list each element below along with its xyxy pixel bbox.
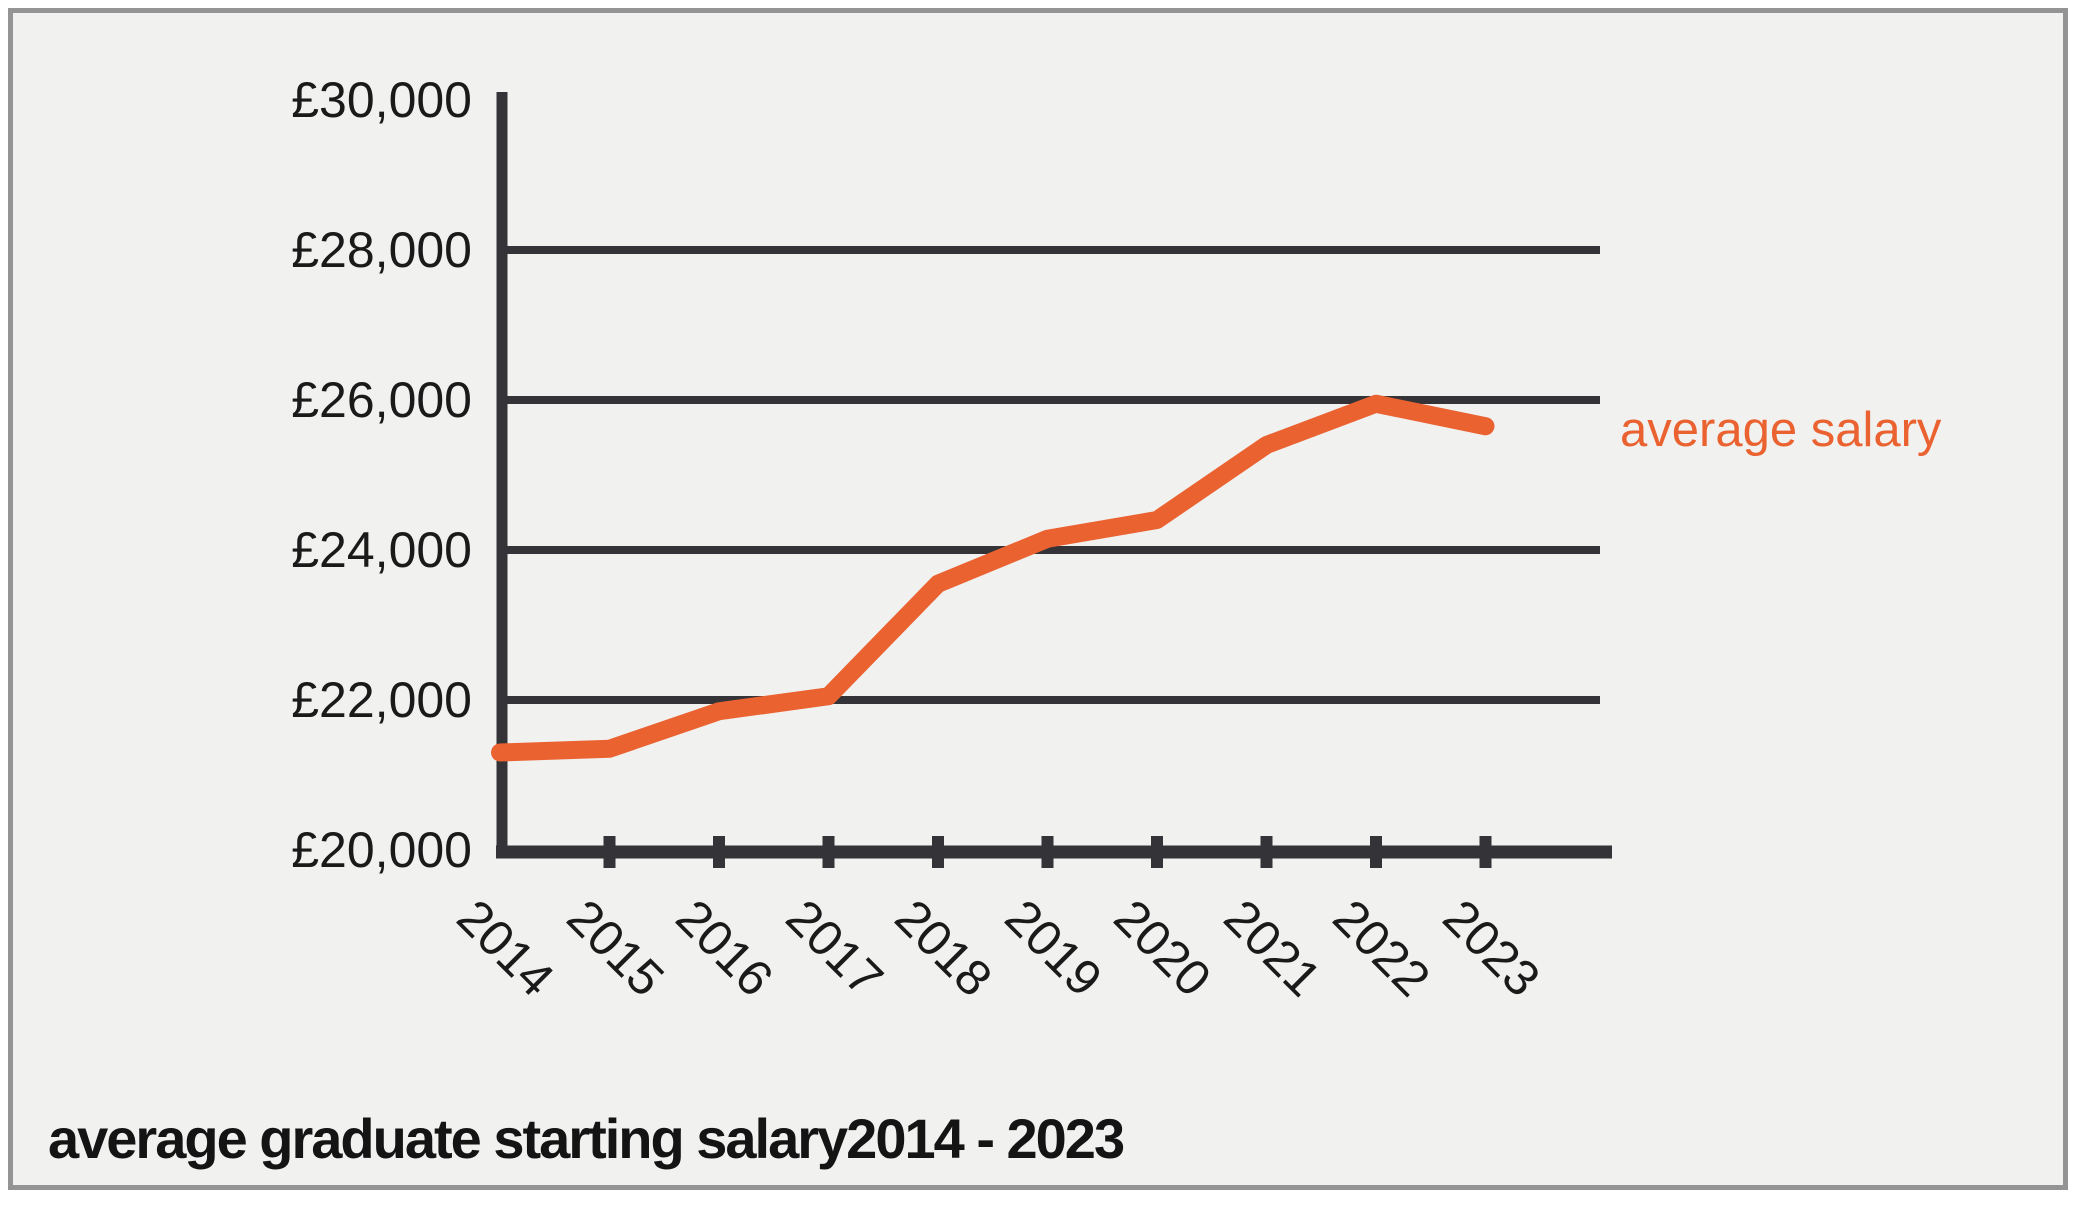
legend-label: average salary bbox=[1620, 403, 1942, 457]
y-tick-label: £28,000 bbox=[291, 222, 472, 278]
chart-frame bbox=[8, 8, 2068, 1190]
average-salary-line bbox=[491, 394, 1495, 762]
y-tick-label: £30,000 bbox=[291, 72, 472, 128]
y-tick-label: £20,000 bbox=[291, 822, 472, 878]
chart-title: average graduate starting salary2014 - 2… bbox=[48, 1107, 1125, 1170]
y-tick-label: £24,000 bbox=[291, 522, 472, 578]
y-tick-label: £22,000 bbox=[291, 672, 472, 728]
y-tick-label: £26,000 bbox=[291, 372, 472, 428]
